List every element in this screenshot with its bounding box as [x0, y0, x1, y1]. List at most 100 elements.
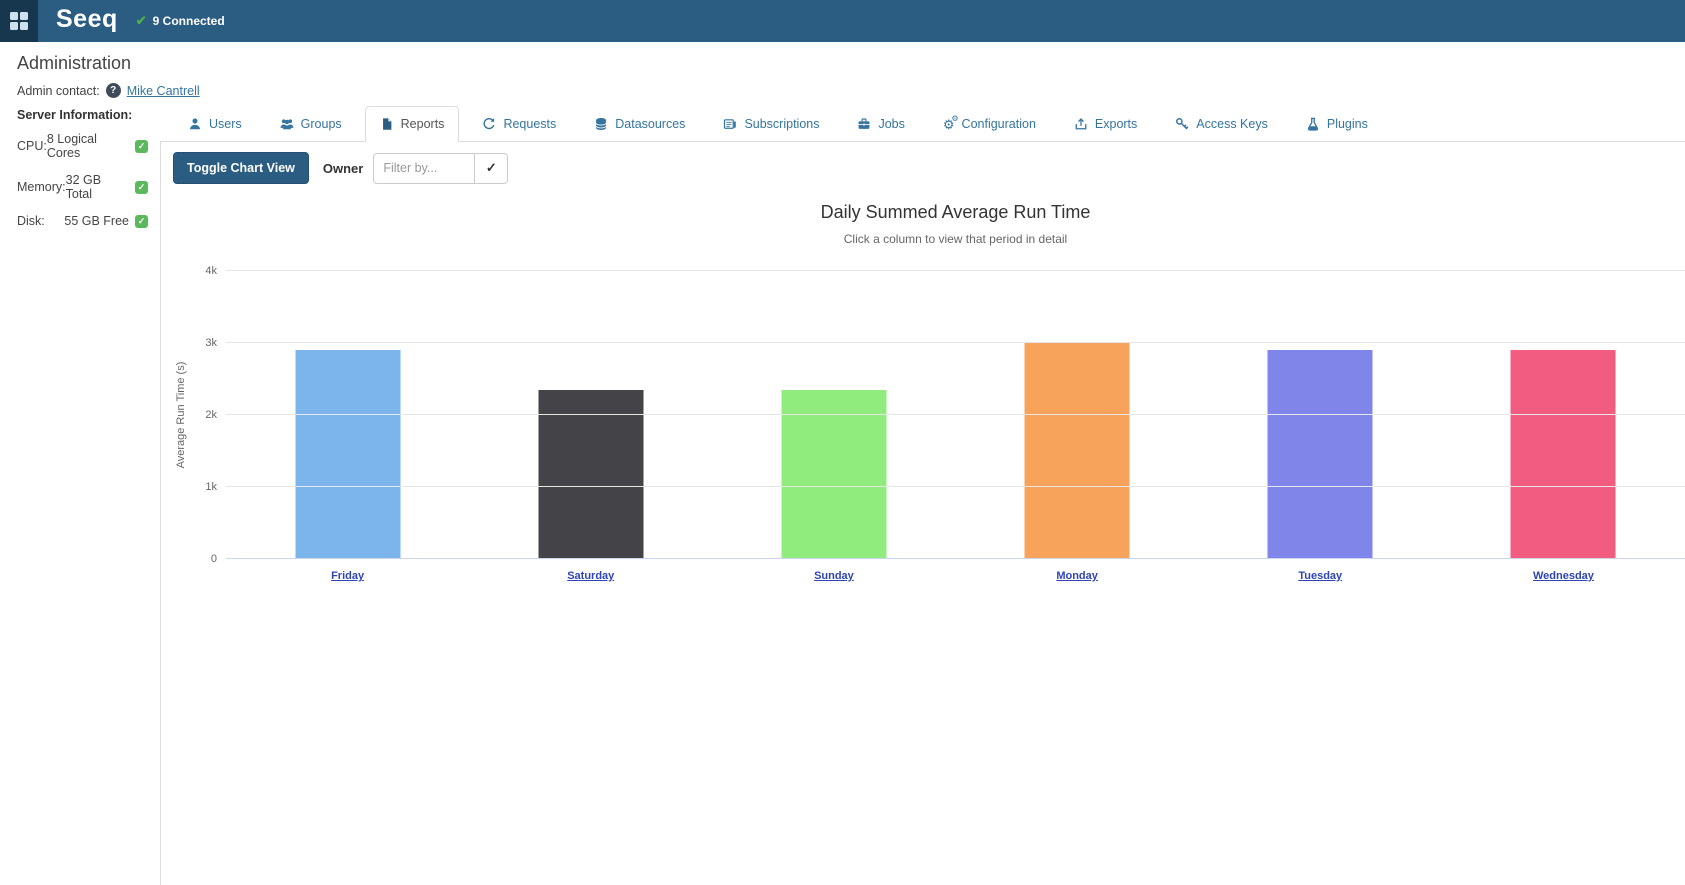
- tab-label: Plugins: [1326, 117, 1368, 131]
- page-header: Administration Admin contact: ? Mike Can…: [0, 42, 1685, 98]
- chart-column: [1442, 271, 1685, 559]
- tab-zone: Users Groups Reports Requests Datasources Sub…: [160, 106, 1685, 142]
- users-icon: [280, 117, 294, 131]
- check-icon: ✔: [135, 13, 147, 28]
- export-icon: [1074, 117, 1088, 131]
- y-axis-tick-label: 4k: [205, 265, 217, 277]
- gears-icon: ⚙ ⚙: [942, 113, 959, 132]
- server-info-value: 32 GB Total: [65, 173, 102, 201]
- grid-icon: [10, 12, 28, 30]
- server-info-label: Memory:: [17, 180, 66, 194]
- category-link-saturday[interactable]: Saturday: [567, 570, 615, 582]
- x-axis-category: Monday: [956, 566, 1199, 584]
- tab-label: Users: [209, 117, 242, 131]
- main-layout: Server Information: CPU: 8 Logical Cores ✓…: [0, 106, 1685, 885]
- server-info-value: 8 Logical Cores: [46, 132, 97, 160]
- owner-filter-input[interactable]: [373, 152, 476, 184]
- user-icon: [188, 117, 202, 131]
- tab-groups[interactable]: Groups: [265, 106, 357, 141]
- tab-label: Reports: [400, 117, 445, 131]
- tab-users[interactable]: Users: [173, 106, 257, 141]
- bar-tuesday[interactable]: [1267, 350, 1373, 559]
- x-axis-category: Friday: [226, 566, 469, 584]
- category-link-wednesday[interactable]: Wednesday: [1532, 570, 1594, 582]
- tab-reports[interactable]: Reports: [364, 106, 460, 142]
- owner-filter-label: Owner: [322, 160, 364, 176]
- tab-label: Requests: [503, 117, 557, 131]
- seeq-logo[interactable]: Seeq: [56, 4, 118, 33]
- check-square-icon: ✓: [135, 214, 148, 228]
- chart-column: [712, 271, 955, 559]
- connection-status-label: 9 Connected: [152, 14, 225, 28]
- check-square-icon: ✓: [135, 180, 148, 194]
- question-icon[interactable]: ?: [105, 83, 121, 98]
- admin-contact-row: Admin contact: ? Mike Cantrell: [17, 83, 1685, 98]
- tab-plugins[interactable]: Plugins: [1291, 106, 1383, 141]
- y-axis-title: Average Run Time (s): [175, 361, 187, 469]
- x-axis-category: Tuesday: [1199, 566, 1442, 584]
- toggle-chart-view-button[interactable]: Toggle Chart View: [173, 152, 309, 184]
- owner-filter-group: ✓: [373, 152, 509, 184]
- tab-configuration[interactable]: ⚙ ⚙ Configuration: [928, 106, 1051, 141]
- apps-menu-button[interactable]: [0, 0, 38, 42]
- tab-jobs[interactable]: Jobs: [842, 106, 919, 141]
- category-link-monday[interactable]: Monday: [1056, 570, 1098, 582]
- y-axis-tick-label: 1k: [205, 481, 217, 493]
- tab-datasources[interactable]: Datasources: [579, 106, 700, 141]
- chart-title: Daily Summed Average Run Time: [820, 202, 1091, 222]
- server-info-sidebar: Server Information: CPU: 8 Logical Cores ✓…: [0, 106, 160, 241]
- tab-label: Subscriptions: [744, 117, 820, 131]
- chart-column: [956, 271, 1199, 559]
- bar-monday[interactable]: [1024, 343, 1130, 559]
- bar-sunday[interactable]: [781, 389, 887, 559]
- bar-wednesday[interactable]: [1510, 350, 1616, 559]
- history-icon: [482, 117, 496, 131]
- server-info-label: CPU:: [17, 139, 47, 153]
- chart-column: [226, 271, 469, 559]
- reports-tab-panel: Toggle Chart View Owner ✓ Daily Summed A…: [160, 142, 1685, 885]
- y-axis-tick-label: 2k: [205, 409, 217, 421]
- server-info-label: Disk:: [17, 214, 45, 228]
- gridline: [226, 270, 1685, 271]
- tab-label: Access Keys: [1196, 117, 1268, 131]
- tab-subscriptions[interactable]: Subscriptions: [708, 106, 834, 141]
- x-axis-category: Saturday: [469, 566, 712, 584]
- tab-exports[interactable]: Exports: [1059, 106, 1152, 141]
- briefcase-icon: [857, 117, 871, 131]
- category-link-friday[interactable]: Friday: [331, 570, 365, 582]
- category-link-sunday[interactable]: Sunday: [814, 570, 854, 582]
- tab-requests[interactable]: Requests: [467, 106, 571, 141]
- admin-tab-bar: Users Groups Reports Requests Datasources Sub…: [160, 106, 1685, 142]
- x-axis-category: Wednesday: [1442, 566, 1685, 584]
- database-icon: [594, 117, 608, 131]
- connection-status[interactable]: ✔ 9 Connected: [136, 13, 225, 29]
- x-axis-labels: Friday Saturday Sunday Monday Tuesday Wednesd…: [226, 566, 1685, 584]
- top-navbar: Seeq ✔ 9 Connected: [0, 0, 1685, 42]
- chart-column: [469, 271, 712, 559]
- admin-contact-label: Admin contact:: [17, 83, 100, 98]
- tab-label: Groups: [300, 117, 342, 131]
- server-info-row: CPU: 8 Logical Cores ✓: [17, 132, 148, 160]
- flask-icon: [1306, 117, 1320, 131]
- newspaper-icon: [723, 117, 737, 131]
- gridline: [226, 414, 1685, 415]
- gridline: [226, 342, 1685, 343]
- server-info-row: Memory: 32 GB Total ✓: [17, 173, 148, 201]
- bar-saturday[interactable]: [538, 389, 644, 559]
- tab-label: Configuration: [961, 117, 1036, 131]
- apply-filter-button[interactable]: ✓: [475, 152, 509, 184]
- x-axis-line: [226, 558, 1685, 559]
- tab-label: Exports: [1094, 117, 1138, 131]
- bar-friday[interactable]: [295, 350, 401, 559]
- run-time-chart: Daily Summed Average Run Time Click a co…: [161, 188, 1685, 618]
- gridline: [226, 486, 1685, 487]
- category-link-tuesday[interactable]: Tuesday: [1298, 570, 1343, 582]
- page-title: Administration: [17, 53, 132, 73]
- check-square-icon: ✓: [135, 139, 148, 153]
- chart-column: [1199, 271, 1442, 559]
- server-info-value: 55 GB Free: [64, 214, 129, 228]
- reports-toolbar: Toggle Chart View Owner ✓: [161, 152, 1685, 184]
- x-axis-category: Sunday: [712, 566, 955, 584]
- tab-access-keys[interactable]: Access Keys: [1160, 106, 1283, 141]
- admin-contact-link[interactable]: Mike Cantrell: [126, 83, 200, 98]
